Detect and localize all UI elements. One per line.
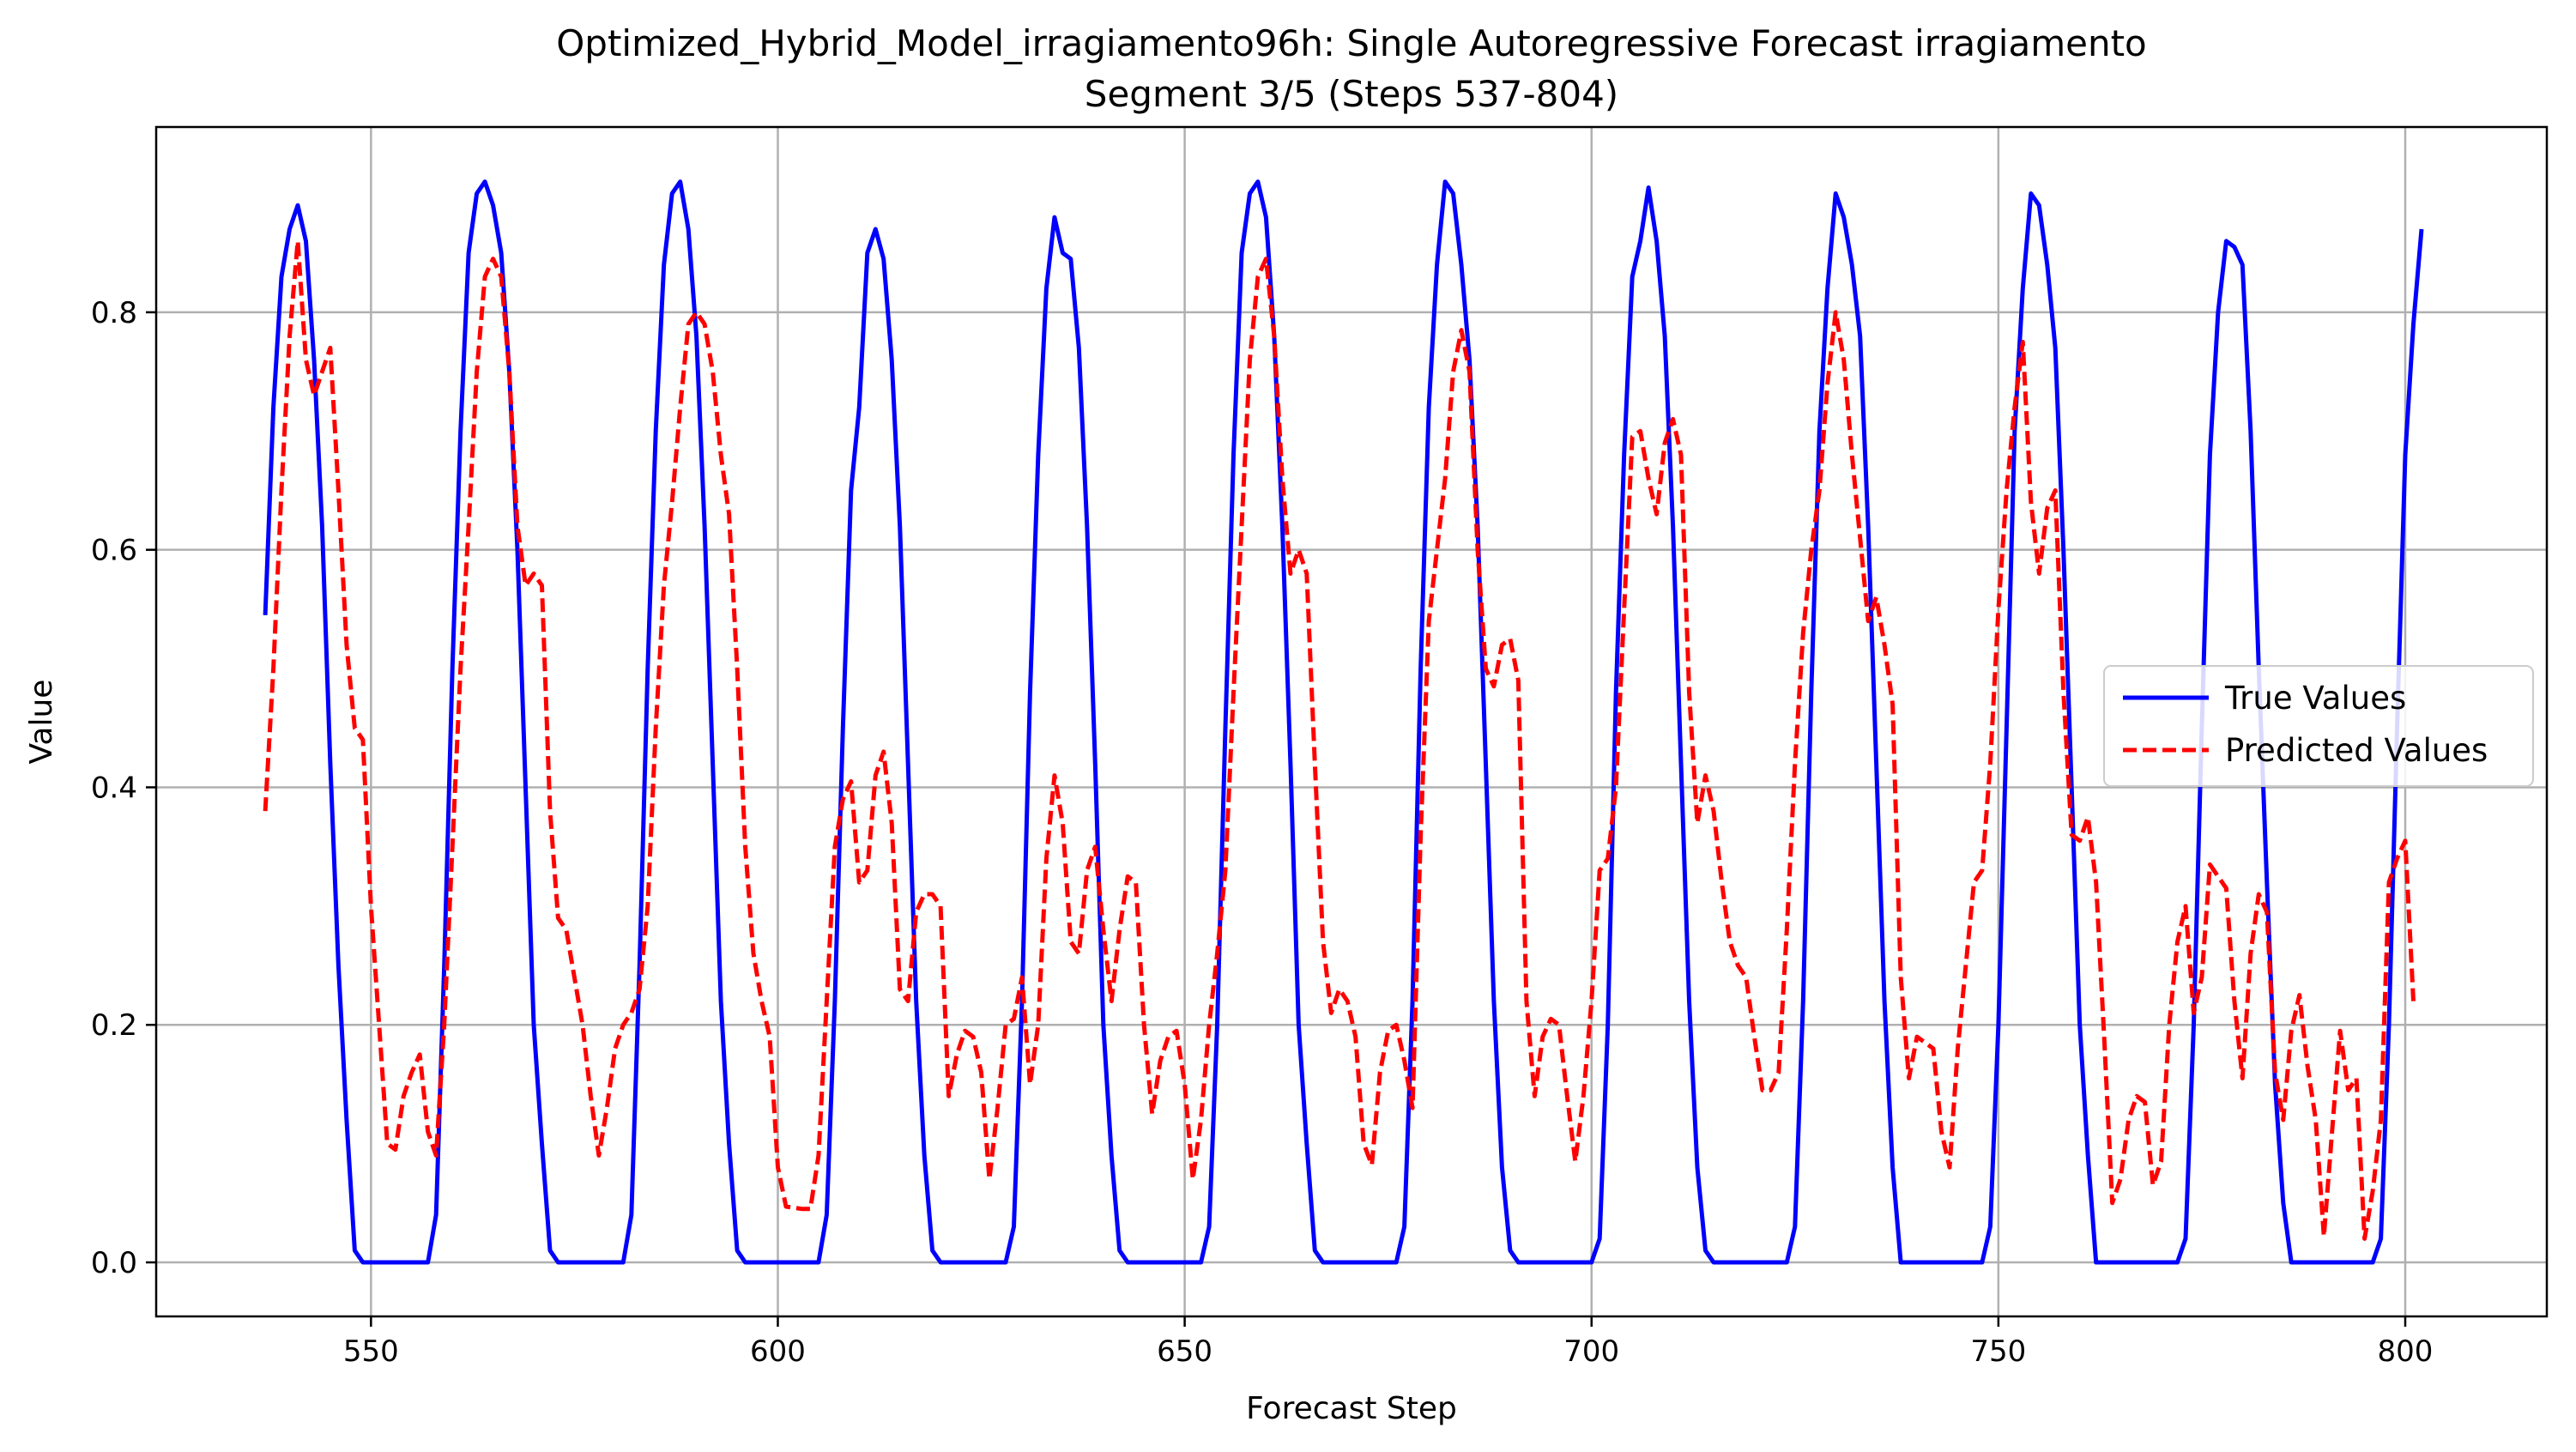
y-tick-label: 0.6 bbox=[91, 534, 137, 568]
y-tick-label: 0.4 bbox=[91, 771, 137, 805]
x-axis-label: Forecast Step bbox=[1246, 1391, 1457, 1426]
plot-area-frame bbox=[154, 125, 2549, 1318]
legend-box bbox=[2103, 665, 2534, 787]
legend-true-label: True Values bbox=[2224, 680, 2406, 717]
chart-title: Optimized_Hybrid_Model_irragiamento96h: … bbox=[556, 22, 2147, 64]
predicted-values-line bbox=[263, 239, 2416, 1241]
x-tick-label: 650 bbox=[1157, 1334, 1212, 1369]
axis-ticks: 550 600 650 700 750 800 0.0 0.2 0.4 0.6 0.8 bbox=[91, 296, 2434, 1369]
y-tick-label: 0.0 bbox=[91, 1246, 137, 1280]
x-tick-label: 550 bbox=[343, 1334, 399, 1369]
x-tick-label: 750 bbox=[1970, 1334, 2026, 1369]
y-tick-label: 0.2 bbox=[91, 1008, 137, 1043]
y-tick-label: 0.8 bbox=[91, 296, 137, 330]
y-axis-label: Value bbox=[24, 680, 59, 765]
plot-series bbox=[263, 179, 2424, 1265]
x-tick-label: 800 bbox=[2378, 1334, 2434, 1369]
x-tick-label: 700 bbox=[1563, 1334, 1619, 1369]
legend: True Values Predicted Values bbox=[2103, 665, 2534, 787]
true-values-line bbox=[263, 179, 2424, 1265]
chart-subtitle: Segment 3/5 (Steps 537-804) bbox=[1085, 73, 1618, 115]
legend-predicted-label: Predicted Values bbox=[2225, 732, 2488, 769]
x-tick-label: 600 bbox=[750, 1334, 806, 1369]
